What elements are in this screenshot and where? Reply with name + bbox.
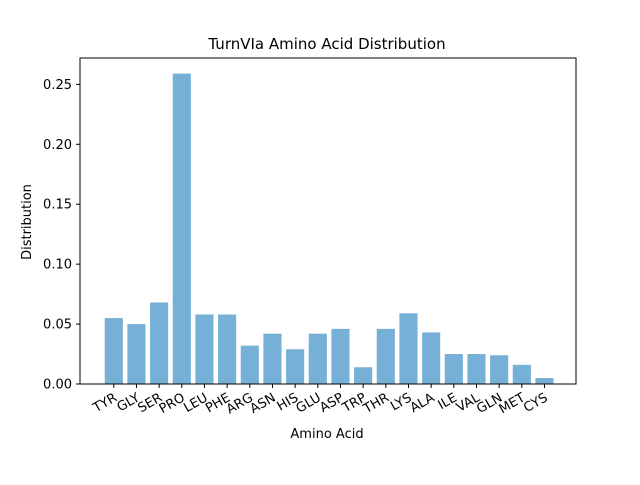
y-tick-label: 0.15 [43, 198, 72, 213]
bar-phe [218, 314, 237, 384]
bar-leu [195, 314, 214, 384]
bar-gln [490, 355, 509, 384]
bar-val [467, 354, 486, 384]
bar-asp [331, 328, 350, 384]
bar-ser [150, 302, 169, 384]
y-tick-label: 0.25 [43, 78, 72, 93]
chart-title: TurnVIa Amino Acid Distribution [207, 35, 445, 53]
y-tick-label: 0.20 [43, 138, 72, 153]
plot-frame [79, 57, 577, 385]
bar-asn [263, 333, 282, 384]
y-tick-label: 0.10 [43, 258, 72, 273]
bar-thr [376, 328, 395, 384]
bar-cys [535, 378, 554, 384]
bar-ala [422, 332, 441, 384]
bar-gly [127, 324, 146, 384]
x-axis-title: Amino Acid [290, 427, 363, 442]
bar-met [512, 364, 531, 384]
bar-tyr [104, 318, 123, 384]
bars-layer [104, 73, 554, 385]
y-tick-label: 0.05 [43, 318, 72, 333]
y-axis-title: Distribution [20, 184, 35, 260]
bar-glu [308, 333, 327, 384]
bar-lys [399, 313, 418, 384]
bar-his [286, 349, 305, 384]
bar-arg [240, 345, 259, 384]
y-tick-label: 0.00 [43, 378, 72, 393]
bar-ile [444, 354, 463, 384]
bar-pro [172, 73, 191, 385]
bar-trp [354, 367, 373, 384]
